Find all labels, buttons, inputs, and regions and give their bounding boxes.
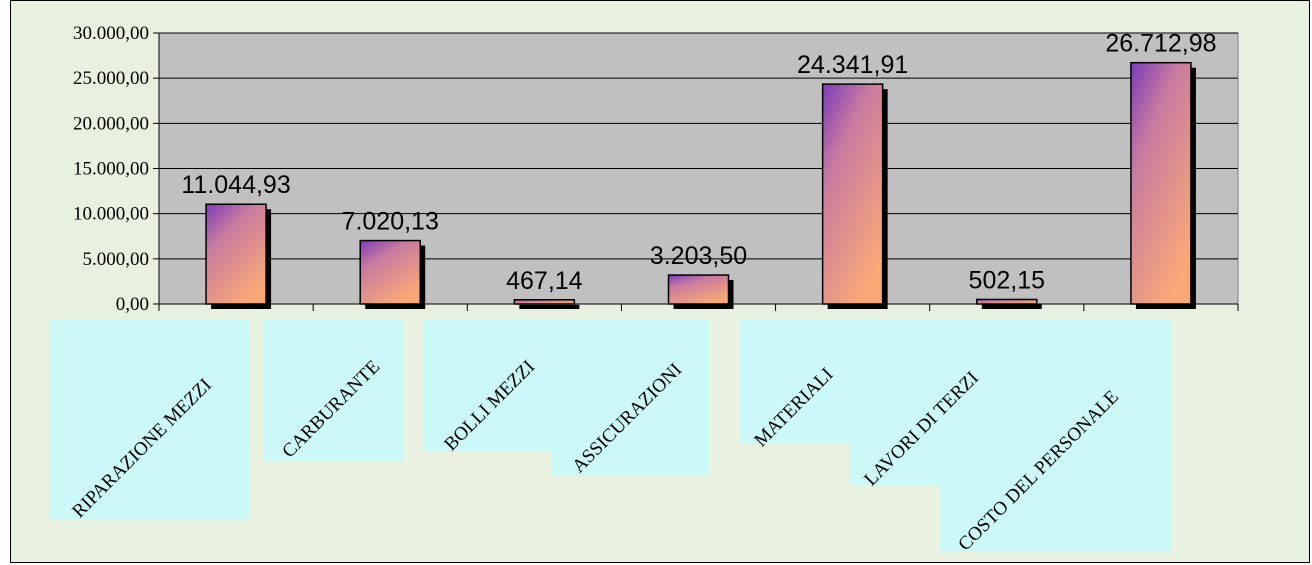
bar: [359, 239, 421, 305]
chart-frame: 0,00 5.000,00 10.000,00 15.000,00 20.000,00 2…: [10, 0, 1310, 563]
data-label: 11.044,93: [181, 171, 290, 199]
y-tick-label: 30.000,00: [73, 23, 149, 44]
data-label: 502,15: [969, 266, 1045, 294]
bar-shadow: [519, 304, 580, 309]
bar: [976, 298, 1038, 305]
category-label-box: [263, 319, 403, 461]
data-label: 467,14: [506, 267, 583, 295]
y-tick-label: 15.000,00: [73, 159, 149, 180]
data-label: 7.020,13: [342, 208, 439, 236]
bar: [821, 83, 884, 305]
bar: [667, 274, 730, 305]
category-label-box: [49, 319, 249, 519]
bar-shadow: [981, 304, 1042, 309]
y-tick-label: 5.000,00: [83, 249, 150, 270]
bar-chart: 0,00 5.000,00 10.000,00 15.000,00 20.000,00 2…: [73, 23, 1239, 315]
category-label-box: [739, 319, 852, 444]
bar: [205, 203, 267, 305]
bar: [513, 299, 576, 305]
bar: [1130, 61, 1192, 305]
data-label: 26.712,98: [1105, 30, 1216, 58]
data-label: 24.341,91: [797, 51, 908, 79]
y-tick-label: 0,00: [116, 294, 149, 315]
data-label: 3.203,50: [650, 242, 747, 270]
y-tick-label: 10.000,00: [73, 204, 149, 225]
y-tick-label: 25.000,00: [73, 68, 149, 89]
y-tick-label: 20.000,00: [73, 113, 149, 134]
category-label-box: [551, 319, 709, 476]
category-label-box: [939, 319, 1171, 551]
